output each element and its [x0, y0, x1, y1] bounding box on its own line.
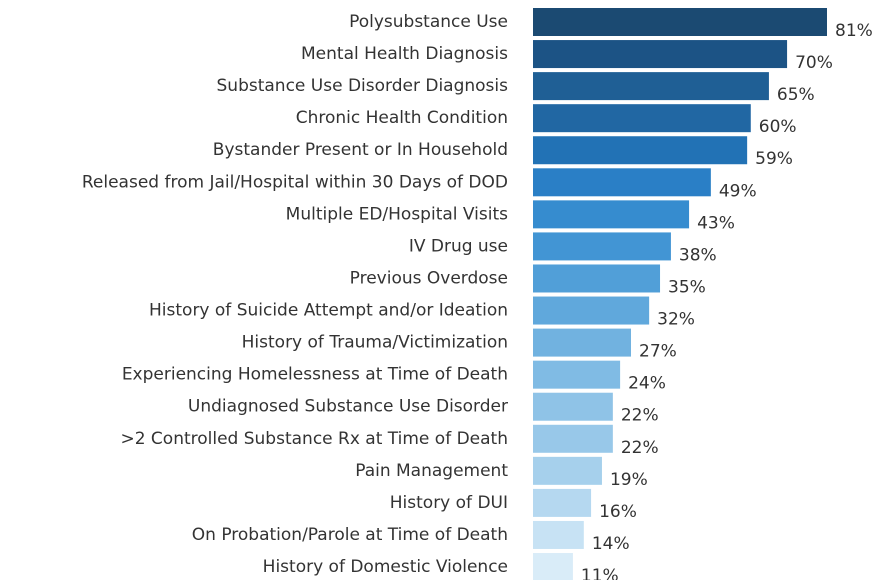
category-label: Experiencing Homelessness at Time of Dea… — [122, 365, 508, 385]
value-label: 49% — [719, 181, 757, 201]
bar — [533, 264, 661, 293]
value-label: 22% — [621, 438, 659, 458]
value-label: 81% — [835, 21, 873, 41]
category-label: >2 Controlled Substance Rx at Time of De… — [120, 429, 508, 449]
bar — [533, 8, 827, 36]
bar — [533, 360, 621, 389]
bar — [533, 520, 584, 549]
category-label: Previous Overdose — [350, 268, 508, 288]
category-label: Mental Health Diagnosis — [301, 44, 508, 64]
bar — [533, 232, 671, 261]
category-label: On Probation/Parole at Time of Death — [192, 525, 508, 545]
category-label: Pain Management — [355, 461, 508, 481]
bar — [533, 168, 711, 197]
bar — [533, 424, 613, 453]
category-label: Bystander Present or In Household — [213, 140, 508, 160]
bar — [533, 40, 788, 69]
value-label: 14% — [592, 534, 630, 554]
category-label: History of Suicide Attempt and/or Ideati… — [149, 301, 508, 321]
category-label: Chronic Health Condition — [296, 108, 508, 128]
category-label: Undiagnosed Substance Use Disorder — [188, 397, 508, 417]
category-label: History of Domestic Violence — [263, 557, 508, 577]
category-label: History of Trauma/Victimization — [242, 333, 508, 353]
value-label: 43% — [697, 213, 735, 233]
bar — [533, 104, 751, 133]
category-label: Polysubstance Use — [349, 12, 508, 32]
bar — [533, 456, 602, 485]
bar — [533, 488, 592, 517]
bar — [533, 136, 748, 165]
value-label: 19% — [610, 470, 648, 490]
value-label: 60% — [759, 117, 797, 137]
category-label: Multiple ED/Hospital Visits — [286, 204, 508, 224]
value-label: 22% — [621, 406, 659, 426]
bar — [533, 328, 631, 357]
bar — [533, 296, 650, 325]
value-label: 70% — [795, 53, 833, 73]
value-label: 24% — [628, 374, 666, 394]
bar — [533, 200, 690, 229]
value-label: 38% — [679, 245, 717, 265]
category-label: Released from Jail/Hospital within 30 Da… — [82, 172, 508, 192]
category-label: Substance Use Disorder Diagnosis — [217, 76, 509, 96]
value-label: 35% — [668, 277, 706, 297]
value-label: 59% — [755, 149, 793, 169]
category-label: IV Drug use — [409, 236, 508, 256]
value-label: 65% — [777, 85, 815, 105]
value-label: 32% — [657, 310, 695, 330]
bar — [533, 72, 769, 101]
bar — [533, 392, 613, 421]
value-label: 11% — [581, 566, 619, 580]
value-label: 27% — [639, 342, 677, 362]
category-label: History of DUI — [390, 493, 508, 513]
value-label: 16% — [599, 502, 637, 522]
bar — [533, 553, 573, 580]
